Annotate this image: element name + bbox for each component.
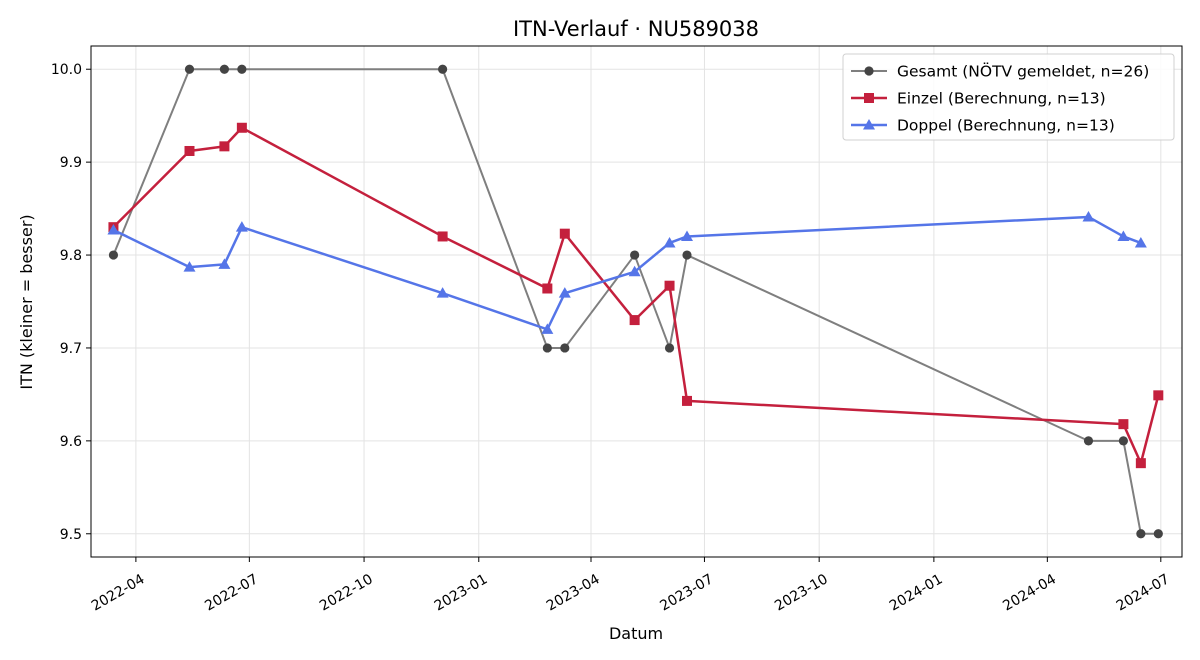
x-tick-label: 2022-10 (317, 571, 376, 614)
data-point (1136, 529, 1146, 539)
y-tick-label: 9.7 (60, 341, 82, 357)
data-point (1082, 210, 1095, 222)
legend-label: Einzel (Berechnung, n=13) (897, 90, 1106, 108)
y-tick-label: 9.8 (60, 248, 82, 264)
data-point (183, 261, 196, 272)
data-point (438, 64, 448, 74)
series-3 (107, 210, 1147, 334)
data-point (236, 122, 247, 133)
legend-marker (864, 93, 874, 103)
x-tick-label: 2024-01 (887, 571, 946, 614)
data-point (1117, 230, 1130, 241)
legend-item: Einzel (Berechnung, n=13) (851, 90, 1106, 108)
data-point (219, 64, 230, 74)
legend-label: Gesamt (NÖTV gemeldet, n=26) (897, 62, 1149, 81)
chart-title: ITN-Verlauf · NU589038 (513, 17, 759, 41)
data-point (218, 258, 231, 269)
data-point (184, 145, 195, 156)
ticks: 2022-04 2022-07 2022-10 2023-01 2023-04 2023-… (51, 62, 1173, 614)
y-tick-label: 9.9 (60, 155, 82, 171)
x-tick-label: 2022-07 (202, 571, 261, 614)
x-tick-label: 2023-01 (432, 571, 491, 614)
data-point (664, 280, 675, 291)
data-point (542, 283, 553, 294)
plot-frame (90, 45, 1183, 558)
legend-item: Gesamt (NÖTV gemeldet, n=26) (851, 62, 1149, 81)
data-point (184, 64, 195, 74)
data-point (664, 343, 675, 353)
data-point (1134, 236, 1147, 248)
y-tick-label: 9.6 (60, 434, 82, 450)
series-line (112, 126, 1160, 465)
data-point (560, 343, 570, 353)
data-point (629, 315, 640, 326)
data-point (663, 236, 676, 248)
data-point (1118, 436, 1128, 446)
y-axis-label: ITN (kleiner = besser) (17, 214, 36, 389)
data-point (682, 250, 692, 260)
data-point (542, 343, 552, 353)
data-point (630, 250, 640, 260)
legend-marker (863, 119, 875, 130)
x-tick-label: 2023-10 (772, 571, 831, 614)
x-axis-label: Datum (609, 624, 663, 643)
data-point (1118, 419, 1129, 430)
series-1 (108, 64, 1163, 539)
x-tick-label: 2022-04 (89, 571, 148, 614)
data-point (680, 230, 693, 241)
data-point (1153, 390, 1164, 401)
data-point (628, 265, 641, 277)
data-point (1135, 458, 1146, 469)
data-point (1083, 436, 1094, 446)
x-tick-label: 2023-07 (657, 571, 716, 614)
legend-marker (864, 66, 874, 76)
legend-item: Doppel (Berechnung, n=13) (851, 117, 1115, 135)
data-point (219, 141, 230, 152)
data-point (237, 64, 247, 74)
data-point (681, 395, 692, 406)
series-layer (107, 64, 1164, 539)
legend-box (842, 53, 1175, 141)
data-point (541, 323, 554, 334)
y-tick-label: 10.0 (51, 62, 82, 78)
data-point (437, 231, 448, 242)
data-point (235, 221, 248, 232)
legend-label: Doppel (Berechnung, n=13) (897, 117, 1115, 135)
data-point (1153, 529, 1163, 539)
x-tick-label: 2023-04 (544, 571, 603, 614)
data-point (108, 250, 119, 260)
data-point (558, 287, 571, 298)
data-point (559, 228, 570, 239)
y-tick-label: 9.5 (60, 527, 82, 543)
series-2 (108, 122, 1164, 469)
x-tick-label: 2024-07 (1114, 571, 1173, 614)
data-point (107, 223, 120, 235)
x-tick-label: 2024-04 (1000, 571, 1059, 614)
legend: Gesamt (NÖTV gemeldet, n=26) Einzel (Bere… (842, 53, 1175, 141)
data-point (436, 287, 449, 298)
